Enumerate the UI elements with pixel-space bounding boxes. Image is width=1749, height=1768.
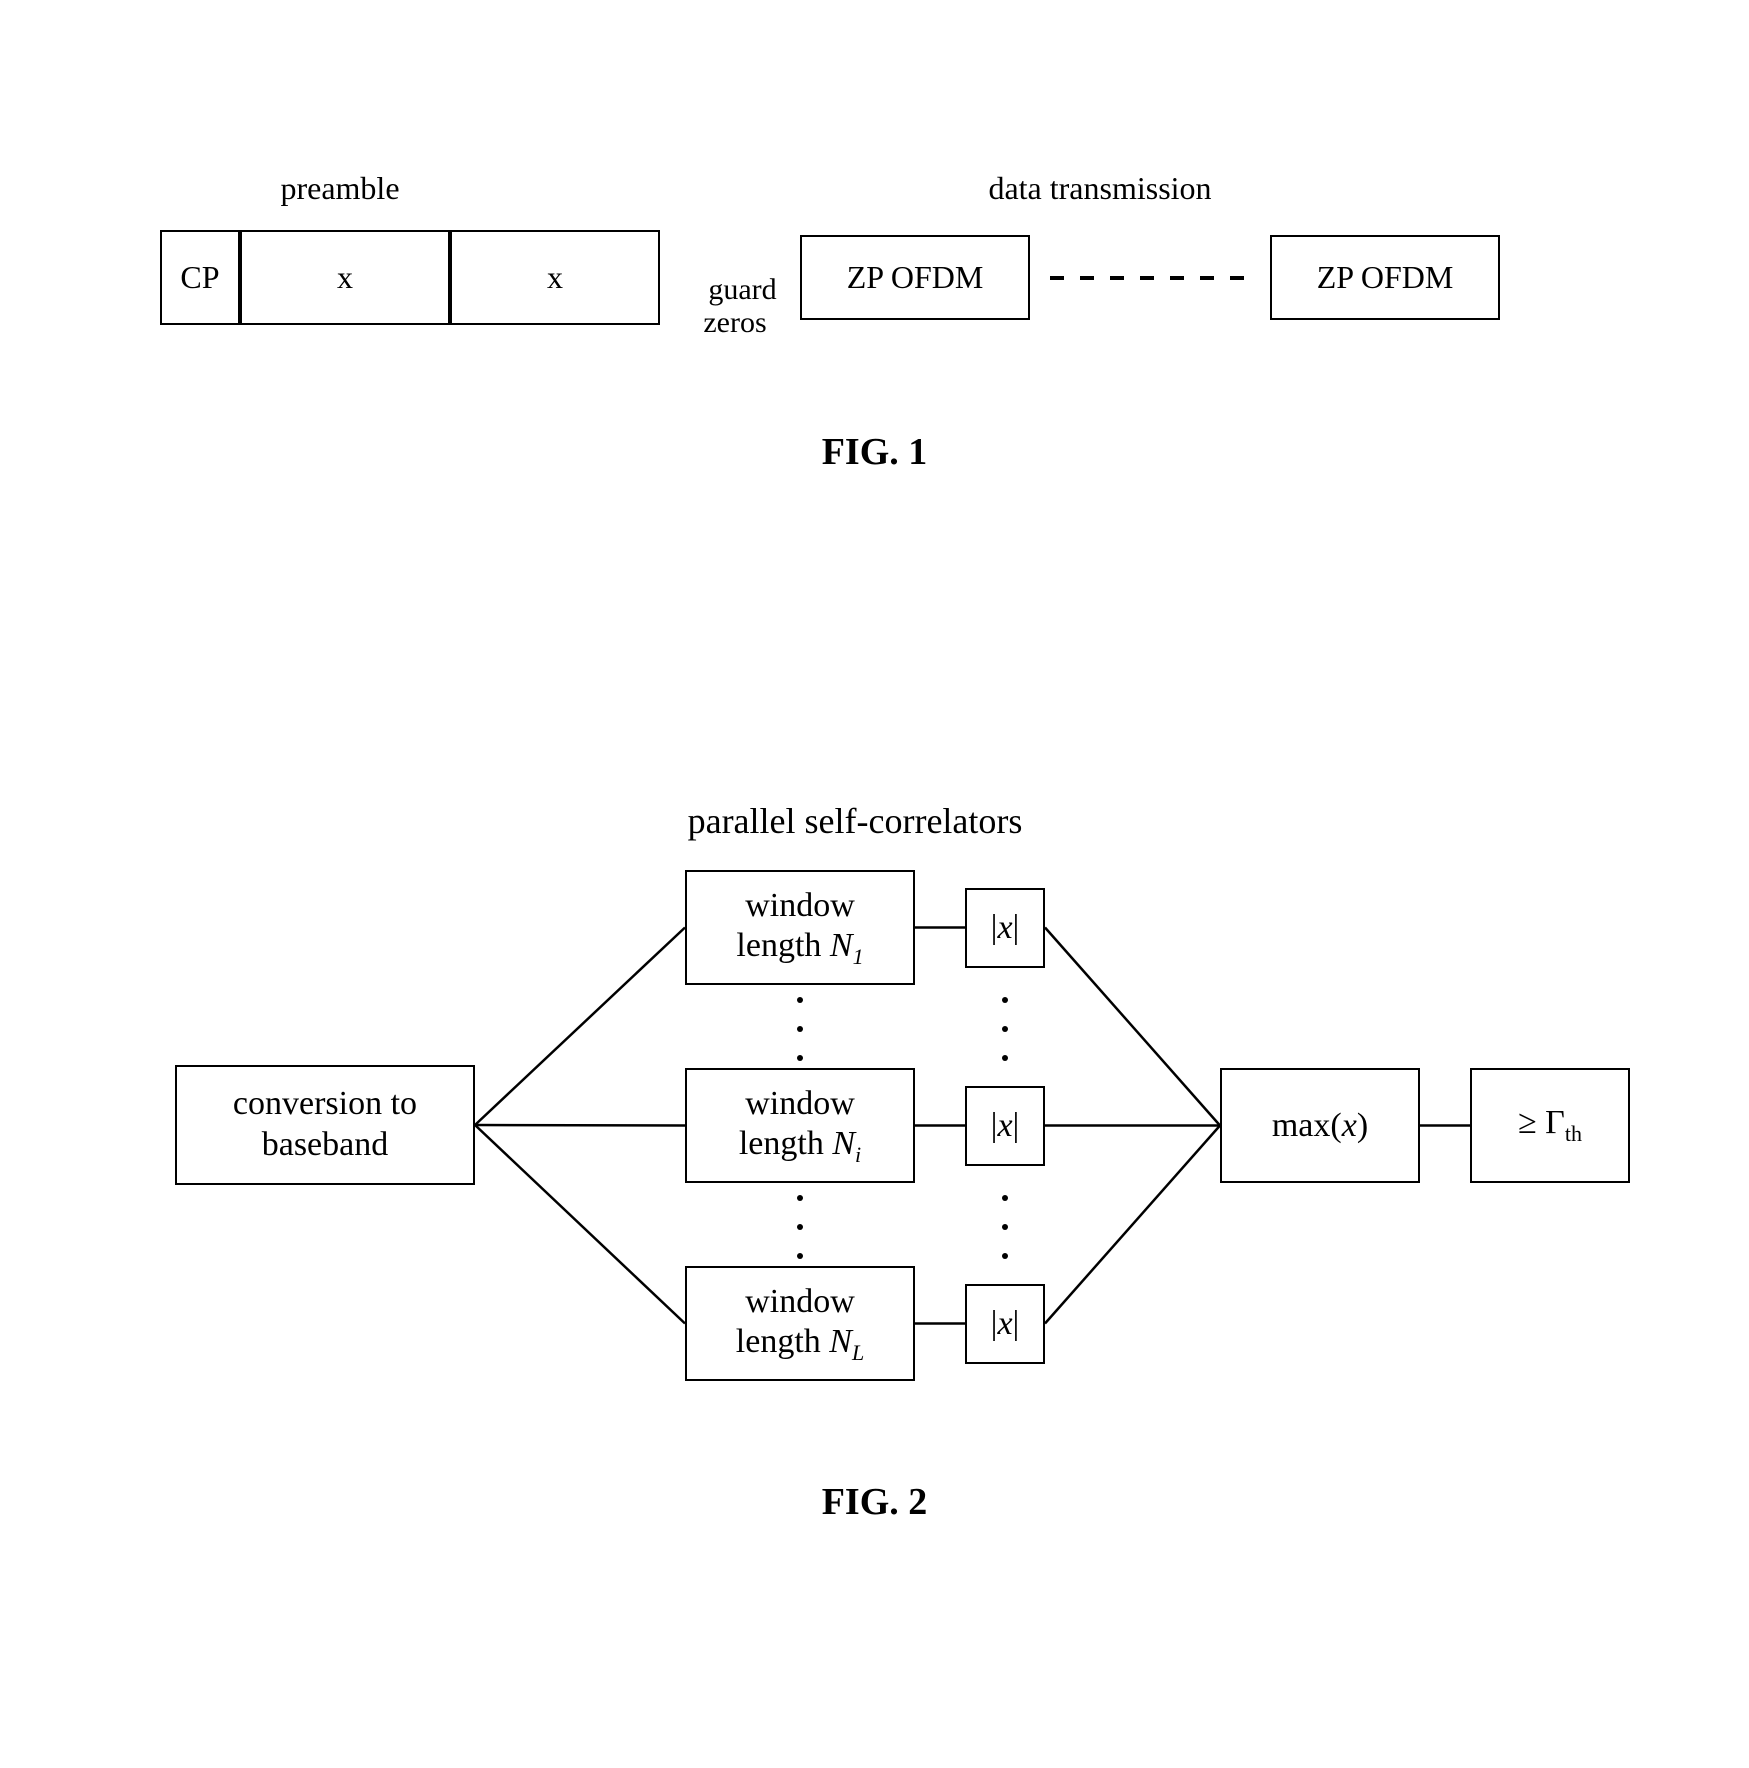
fig2-thr-text: ≥ Γth	[1518, 1104, 1582, 1147]
fig1-cp-box: CP	[160, 230, 240, 325]
fig2-caption: FIG. 2	[0, 1480, 1749, 1524]
fig1-x2-text: x	[547, 259, 563, 296]
fig1-cp-text: CP	[180, 259, 219, 296]
fig2-abs3-box: |x|	[965, 1284, 1045, 1364]
fig2-abs2-text: |x|	[991, 1107, 1020, 1145]
fig1-data-text: data transmission	[988, 170, 1211, 206]
fig2-abs2-box: |x|	[965, 1086, 1045, 1166]
fig2-thr-box: ≥ Γth	[1470, 1068, 1630, 1183]
fig1-zp2-text: ZP OFDM	[1317, 259, 1454, 296]
fig2-baseband-text: conversion to baseband	[233, 1084, 417, 1166]
fig1-zp2-box: ZP OFDM	[1270, 235, 1500, 320]
fig2-header-text: parallel self-correlators	[688, 801, 1023, 841]
fig2-abs3-text: |x|	[991, 1305, 1020, 1343]
fig1-guard-label: guard zeros	[680, 240, 790, 339]
fig2-caption-text: FIG. 2	[822, 1481, 928, 1523]
fig2-win3-box: windowlength NL	[685, 1266, 915, 1381]
fig2-header-label: parallel self-correlators	[605, 800, 1105, 842]
fig2-win2-text: windowlength Ni	[739, 1084, 861, 1166]
fig2-win3-text: windowlength NL	[736, 1282, 864, 1364]
fig1-data-label: data transmission	[900, 170, 1300, 207]
fig2-win1-text: windowlength N1	[736, 886, 863, 968]
fig1-guard-text: guard zeros	[703, 273, 776, 339]
fig1-preamble-label: preamble	[240, 170, 440, 207]
fig2-abs1-text: |x|	[991, 909, 1020, 947]
fig2-win2-box: windowlength Ni	[685, 1068, 915, 1183]
fig1-x1-text: x	[337, 259, 353, 296]
fig2-win1-box: windowlength N1	[685, 870, 915, 985]
fig1-x1-box: x	[240, 230, 450, 325]
fig1-caption: FIG. 1	[0, 430, 1749, 474]
fig2-max-text: max(x)	[1272, 1107, 1368, 1145]
fig1-x2-box: x	[450, 230, 660, 325]
fig2-max-box: max(x)	[1220, 1068, 1420, 1183]
fig1-zp1-box: ZP OFDM	[800, 235, 1030, 320]
fig2-abs1-box: |x|	[965, 888, 1045, 968]
fig2-baseband-box: conversion to baseband	[175, 1065, 475, 1185]
fig1-preamble-text: preamble	[280, 170, 399, 206]
fig1-zp1-text: ZP OFDM	[847, 259, 984, 296]
fig1-caption-text: FIG. 1	[822, 431, 928, 473]
